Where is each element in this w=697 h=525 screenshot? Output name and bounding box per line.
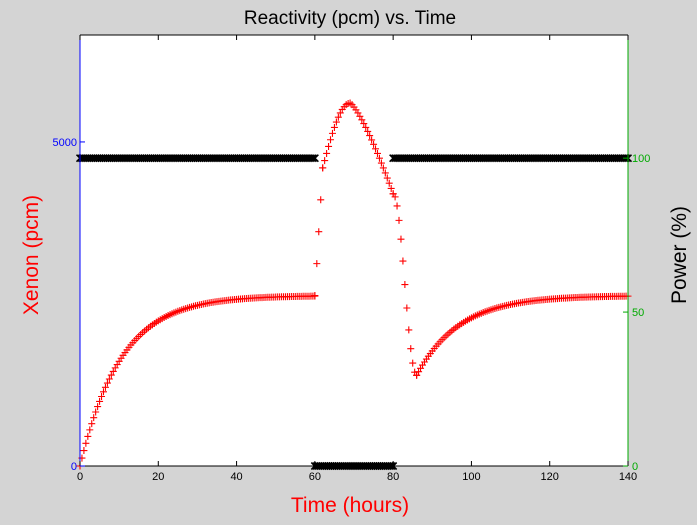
xenon-point [103,379,111,387]
x-tick-label: 20 [152,471,164,483]
xenon-point [311,292,319,300]
left-y-axis-label: Xenon (pcm) [20,195,43,315]
right-y-tick-label: 100 [632,153,650,165]
xenon-point [383,174,391,182]
xenon-point [393,202,401,210]
x-tick-label: 80 [387,471,399,483]
xenon-point [317,196,325,204]
power-point [308,154,317,163]
left-y-tick-label: 0 [71,461,77,473]
left-y-tick-label: 5000 [53,137,77,149]
xenon-point [366,132,374,140]
xenon-point [94,403,102,411]
xenon-point [362,123,370,131]
chart-title: Reactivity (pcm) vs. Time [244,8,456,29]
xenon-point [405,326,413,334]
xenon-point [321,157,329,165]
xenon-point [96,397,104,405]
xenon-point [395,216,403,224]
xenon-point [409,359,417,367]
xenon-point [407,345,415,353]
xenon-point [323,149,331,157]
xenon-point [109,367,117,375]
xenon-point [330,123,338,131]
xenon-point [327,136,335,144]
plot-area [80,35,628,466]
xenon-point [358,116,366,124]
x-axis-label: Time (hours) [291,494,409,517]
xenon-point [401,281,409,289]
xenon-point [387,184,395,192]
xenon-point [105,375,113,383]
xenon-point [334,113,342,121]
xenon-point [403,304,411,312]
xenon-point [377,159,385,167]
power-point [310,154,319,163]
right-y-tick-label: 50 [632,307,644,319]
right-y-axis-label: Power (%) [668,206,691,304]
xenon-point [391,193,399,201]
xenon-point [325,142,333,150]
xenon-point [80,447,88,455]
xenon-series [76,99,632,470]
xenon-point [84,432,92,440]
xenon-point [101,383,109,391]
xenon-point [315,228,323,236]
xenon-point [319,164,327,172]
xenon-point [373,149,381,157]
xenon-point [368,136,376,144]
xenon-point [360,120,368,128]
xenon-point [379,164,387,172]
x-tick-label: 140 [619,471,637,483]
x-tick-label: 120 [541,471,559,483]
xenon-point [370,140,378,148]
xenon-point [375,154,383,162]
xenon-point [385,179,393,187]
xenon-point [99,388,107,396]
xenon-point [88,420,96,428]
xenon-point [107,371,115,379]
xenon-point [397,235,405,243]
xenon-point [413,371,421,379]
xenon-point [399,257,407,265]
data-layer [75,99,633,471]
xenon-point [86,426,94,434]
xenon-point [98,392,106,400]
x-tick-label: 100 [462,471,480,483]
xenon-point [356,112,364,120]
xenon-point [328,129,336,137]
xenon-point [313,260,321,268]
xenon-point [336,109,344,117]
xenon-point [82,439,90,447]
xenon-point [381,169,389,177]
xenon-point [92,408,100,416]
xenon-point [332,118,340,126]
x-tick-label: 60 [309,471,321,483]
x-tick-label: 0 [77,471,83,483]
x-tick-label: 40 [230,471,242,483]
xenon-point [90,414,98,422]
right-y-tick-label: 0 [632,461,638,473]
xenon-point [364,127,372,135]
xenon-point [372,145,380,153]
